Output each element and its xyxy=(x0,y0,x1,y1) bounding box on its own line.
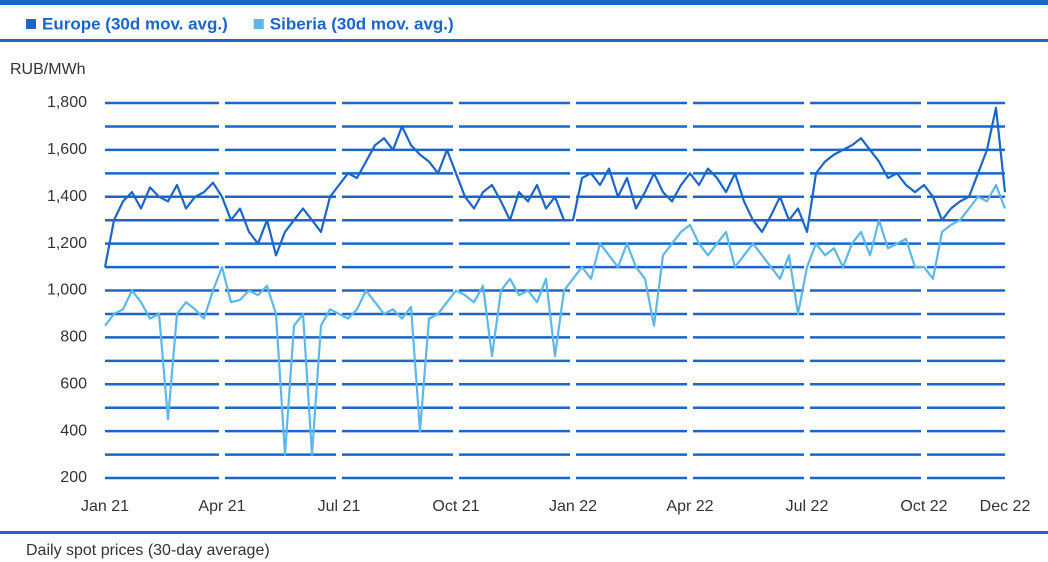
legend-swatch xyxy=(26,19,36,29)
grid-gap xyxy=(336,98,342,483)
y-tick-label: 1,400 xyxy=(47,188,87,205)
grid-gap xyxy=(921,98,927,483)
y-tick-label: 800 xyxy=(60,329,87,346)
x-tick-label: Oct 22 xyxy=(900,498,947,515)
legend-swatch xyxy=(253,19,264,29)
x-tick-label: Dec 22 xyxy=(980,498,1031,515)
legend-label: Siberia (30d mov. avg.) xyxy=(270,14,454,33)
y-tick-label: 1,800 xyxy=(47,94,87,111)
grid-gap xyxy=(804,98,810,483)
x-tick-label: Jan 22 xyxy=(549,498,597,515)
legend-label: Europe (30d mov. avg.) xyxy=(42,14,228,33)
grid-gap xyxy=(219,98,225,483)
y-tick-label: 1,000 xyxy=(47,282,87,299)
grid-gap xyxy=(570,98,576,483)
y-tick-label: 600 xyxy=(60,375,87,392)
series-line xyxy=(104,183,1007,456)
series-line xyxy=(103,106,1007,268)
y-axis-label: RUB/MWh xyxy=(10,61,86,78)
y-tick-label: 400 xyxy=(60,422,87,439)
y-tick-label: 1,200 xyxy=(47,235,87,252)
note: Daily spot prices (30-day average) xyxy=(26,542,270,559)
bottom-rule xyxy=(0,531,1048,534)
x-tick-label: Jul 21 xyxy=(318,498,361,515)
x-tick-label: Jan 21 xyxy=(81,498,129,515)
x-tick-label: Oct 21 xyxy=(432,498,479,515)
y-tick-label: 1,600 xyxy=(47,141,87,158)
grid-gap xyxy=(687,98,693,483)
x-tick-label: Jul 22 xyxy=(786,498,829,515)
x-tick-label: Apr 21 xyxy=(198,498,245,515)
legend-rule xyxy=(0,39,1048,42)
x-tick-label: Apr 22 xyxy=(666,498,713,515)
top-rule xyxy=(0,0,1048,5)
y-tick-label: 200 xyxy=(60,469,87,486)
